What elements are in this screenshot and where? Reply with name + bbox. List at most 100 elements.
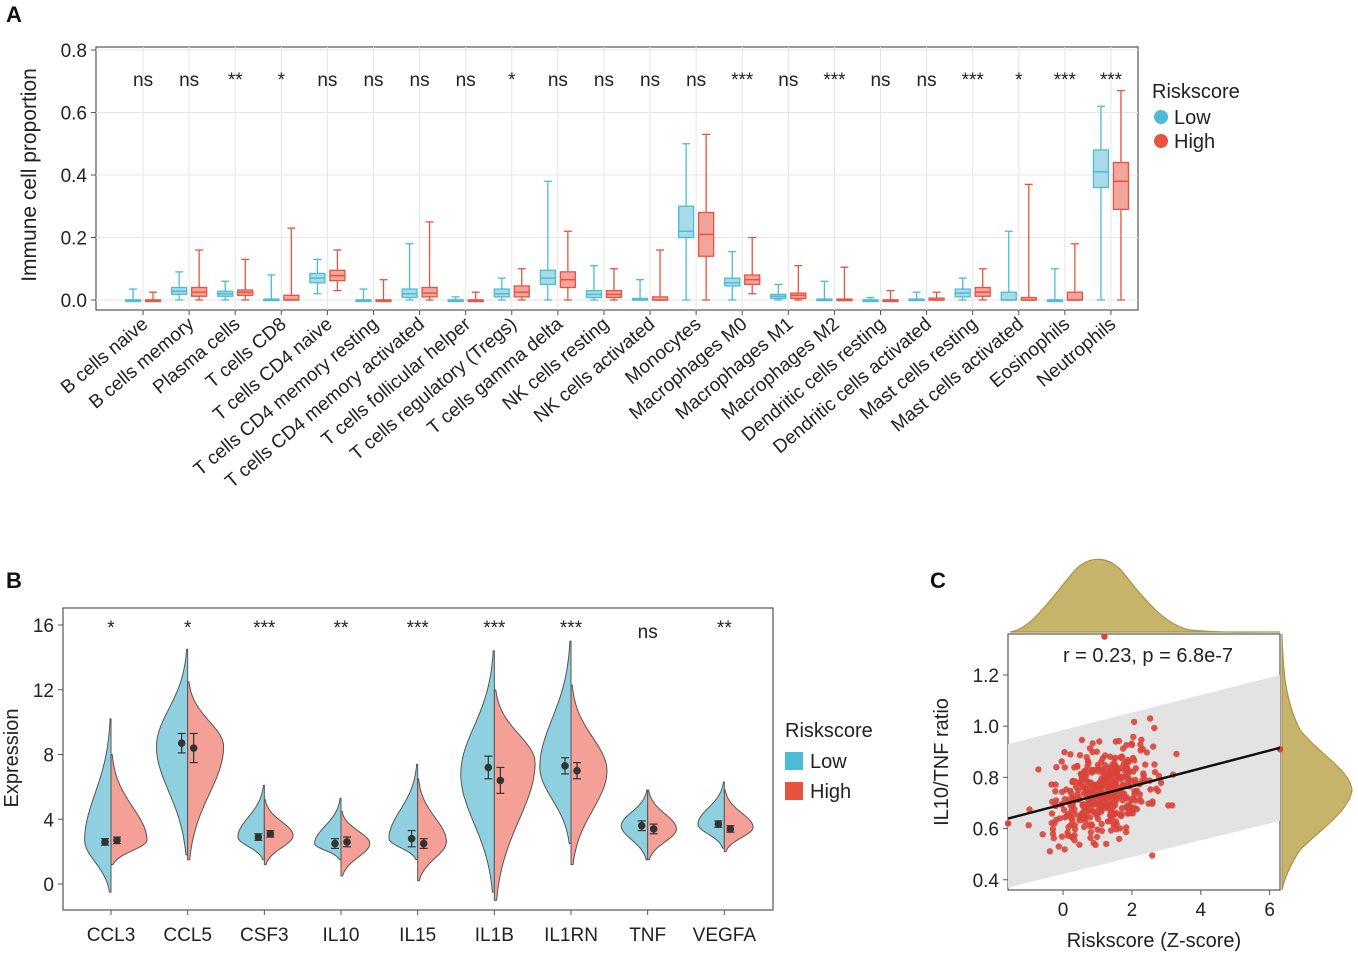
panel-c-point	[1060, 806, 1068, 814]
panel-c-point	[1098, 820, 1105, 828]
panel-c-point	[1113, 820, 1120, 828]
panel-c-point	[1157, 779, 1165, 786]
panel-c-point	[1151, 724, 1158, 732]
panel-c-xtick-label: 6	[1264, 900, 1275, 921]
panel-c-point	[1055, 843, 1063, 850]
panel-c-point	[1082, 788, 1089, 795]
panel-c-point	[1147, 786, 1154, 793]
panel-c-point	[1098, 827, 1106, 834]
panel-label-b: B	[6, 568, 22, 593]
panel-a-significance: ns	[179, 70, 199, 91]
panel-c-point	[1078, 736, 1086, 744]
panel-b-violin-high	[417, 778, 447, 882]
panel-c-point	[1093, 833, 1101, 841]
panel-c-point	[1067, 751, 1074, 758]
panel-b-violin-high	[263, 799, 294, 866]
panel-a-legend-low: Low	[1174, 107, 1211, 129]
panel-c-xtick-label: 0	[1058, 900, 1069, 921]
panel-b-significance: *	[107, 618, 115, 639]
panel-c-point	[1090, 839, 1097, 847]
panel-c-point	[1064, 829, 1071, 836]
panel-b-legend-low-swatch	[785, 752, 803, 770]
panel-c-ytick-label: 1.0	[973, 717, 999, 738]
panel-a-significance: ns	[410, 70, 430, 91]
panel-c-point	[1140, 770, 1147, 777]
panel-c-point	[1087, 785, 1095, 792]
panel-c-point	[1067, 787, 1074, 794]
panel-a-significance: ns	[594, 70, 614, 91]
panel-c-point	[1136, 796, 1144, 803]
panel-c-xlabel: Riskscore (Z-score)	[1067, 930, 1241, 952]
panel-c-point	[1101, 752, 1109, 759]
panel-c-point	[1129, 795, 1136, 802]
panel-c-point	[1069, 778, 1076, 786]
panel-c-point	[1094, 765, 1101, 772]
panel-b-category-label: TNF	[629, 925, 666, 946]
panel-c-point	[1076, 841, 1083, 848]
panel-b-ytick-label: 16	[33, 616, 54, 637]
panel-c-fit-line	[1007, 746, 1281, 820]
panel-a-significance: ns	[363, 70, 383, 91]
panel-c-point	[1058, 758, 1065, 765]
panel-b-mean-point	[254, 833, 263, 841]
panel-b-mean-point	[637, 821, 646, 830]
panel-c-point	[1128, 740, 1135, 747]
panel-b-significance: ***	[407, 618, 430, 639]
panel-b-legend-high-swatch	[785, 782, 803, 800]
panel-a-significance: ***	[1100, 70, 1123, 91]
panel-b-violin-high	[570, 684, 608, 866]
panel-c-point	[1136, 791, 1144, 798]
panel-c-point	[1089, 740, 1096, 747]
panel-b-mean-point	[177, 739, 186, 747]
panel-a-legend-high-swatch	[1154, 134, 1168, 148]
panel-a-box-low	[493, 288, 510, 298]
panel-c-point	[1106, 753, 1114, 760]
panel-a-significance: ***	[962, 70, 985, 91]
panel-c-point	[1138, 736, 1145, 743]
panel-c-right-density	[1281, 633, 1353, 891]
panel-a-ytick-label: 0.4	[61, 166, 88, 187]
panel-a-significance: **	[228, 70, 243, 91]
panel-c-point	[1107, 803, 1115, 811]
panel-c-point	[1039, 831, 1046, 838]
panel-a-ytick-label: 0.0	[61, 291, 87, 312]
panel-c-point	[1048, 810, 1056, 817]
panel-a-significance: ***	[823, 70, 846, 91]
panel-a-significance: ***	[731, 70, 754, 91]
panel-c-point	[1103, 840, 1110, 848]
panel-c-point	[1116, 825, 1124, 832]
panel-b-mean-point	[496, 776, 505, 785]
panel-c-ytick-label: 0.4	[973, 871, 1000, 892]
panel-b-significance: ***	[253, 618, 276, 639]
panel-a-box-low	[1092, 149, 1110, 189]
panel-c-point	[1049, 825, 1057, 833]
panel-c-top-density	[1009, 558, 1281, 633]
panel-b-violin-high	[187, 681, 225, 861]
panel-c-title: r = 0.23, p = 6.8e-7	[1063, 645, 1233, 667]
panel-b-violin-low	[697, 781, 725, 849]
panel-c-point	[1125, 810, 1133, 817]
panel-c-point	[1101, 633, 1108, 640]
panel-c-point	[1087, 829, 1095, 836]
panel-label-a: A	[6, 2, 22, 27]
panel-b: B Expression 0 4 8 12 16 CCL3 CCL5 CSF3 IL10 IL1…	[1, 568, 873, 946]
panel-a-significance: ns	[686, 70, 706, 91]
panel-c-point	[1063, 812, 1070, 820]
panel-c-point	[1089, 800, 1097, 808]
panel-b-mean-point	[649, 825, 658, 833]
panel-a-significance: *	[1015, 70, 1023, 91]
panel-c-point	[1151, 761, 1158, 768]
panel-c-point	[1149, 852, 1156, 859]
panel-c-point	[1116, 835, 1123, 843]
panel-b-mean-point	[331, 839, 339, 848]
panel-c-point	[1142, 761, 1149, 768]
panel-a-significance: ***	[1054, 70, 1077, 91]
panel-c-point	[1048, 819, 1055, 827]
panel-b-violin-low	[155, 648, 189, 856]
panel-a-ytick-label: 0.6	[61, 104, 87, 125]
panel-a-significance: ns	[548, 70, 568, 91]
panel-c-point	[1109, 782, 1117, 789]
panel-c-point	[1061, 764, 1069, 771]
panel-c-point	[1122, 828, 1130, 836]
panel-c-point	[1118, 805, 1126, 812]
